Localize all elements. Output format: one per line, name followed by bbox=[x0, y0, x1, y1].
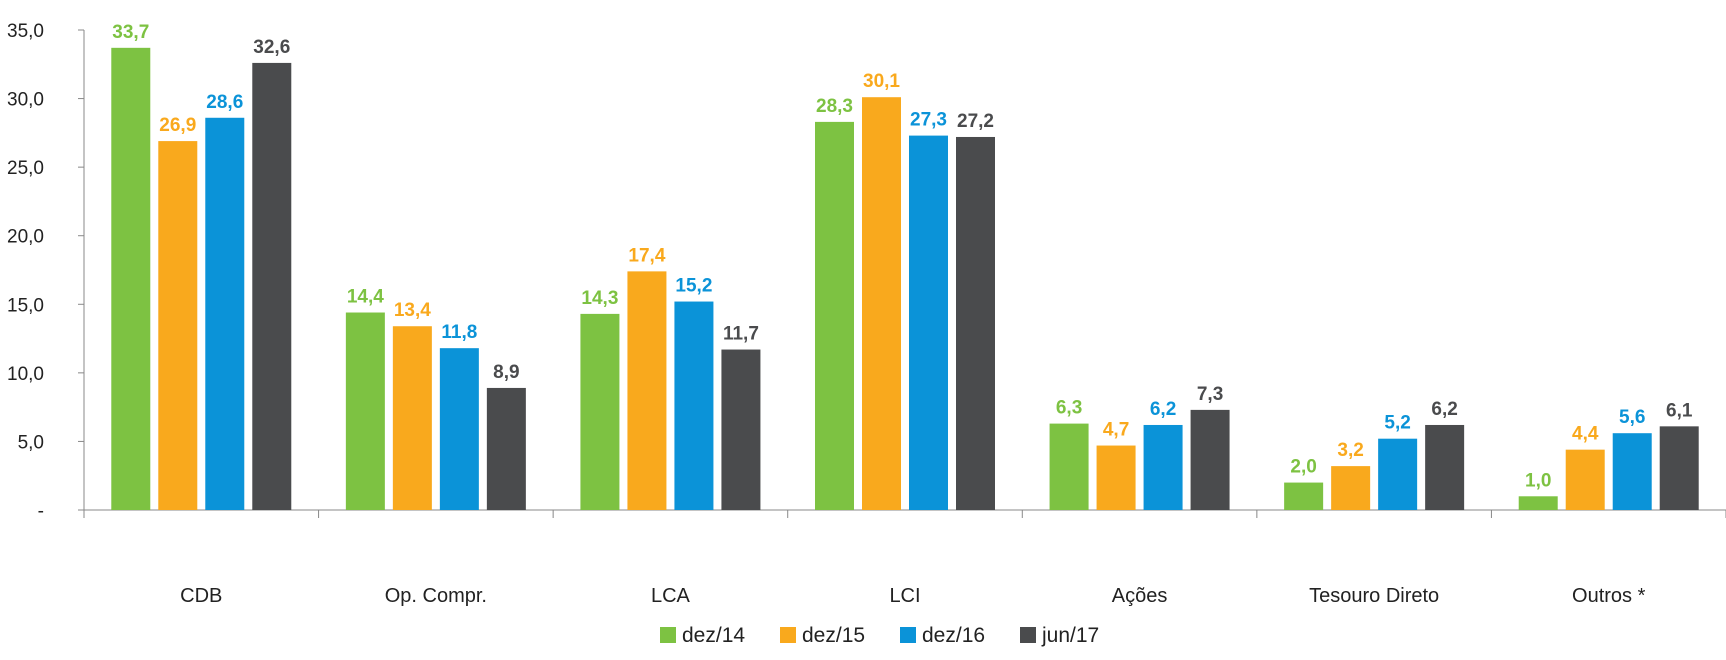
data-label: 28,6 bbox=[206, 92, 243, 113]
legend-item: jun/17 bbox=[1020, 624, 1099, 647]
y-tick-label: 15,0 bbox=[7, 295, 44, 316]
data-label: 30,1 bbox=[863, 71, 900, 92]
bar bbox=[1096, 445, 1136, 510]
bar bbox=[862, 97, 901, 510]
x-tick-label: LCA bbox=[651, 585, 691, 607]
data-label: 27,3 bbox=[910, 110, 947, 131]
data-label: 1,0 bbox=[1525, 470, 1551, 491]
bar bbox=[1331, 466, 1371, 510]
data-label: 27,2 bbox=[957, 111, 994, 132]
bar bbox=[674, 301, 714, 510]
legend-label: dez/16 bbox=[922, 624, 985, 647]
y-axis: - 5,0 10,0 15,0 20,0 25,0 30,0 35,0 bbox=[7, 21, 85, 522]
data-label: 5,6 bbox=[1619, 407, 1645, 428]
bar bbox=[345, 312, 385, 510]
x-tick-label: Outros * bbox=[1572, 585, 1646, 607]
bar bbox=[1659, 426, 1699, 510]
legend-label: dez/15 bbox=[802, 624, 865, 647]
bar bbox=[1190, 409, 1230, 510]
x-tick-label: Ações bbox=[1112, 585, 1168, 607]
y-tick-label: 20,0 bbox=[7, 227, 44, 248]
y-tick-label: 25,0 bbox=[7, 158, 44, 179]
x-tick-label: LCI bbox=[889, 585, 920, 607]
y-tick-label: 10,0 bbox=[7, 364, 44, 385]
bar bbox=[1049, 423, 1089, 510]
data-label: 4,7 bbox=[1103, 420, 1129, 441]
legend-item: dez/16 bbox=[900, 624, 985, 647]
bar bbox=[580, 313, 620, 510]
data-label: 6,2 bbox=[1431, 399, 1457, 420]
data-label: 14,4 bbox=[347, 287, 384, 308]
bar bbox=[205, 117, 245, 511]
bar bbox=[1284, 482, 1324, 510]
bar bbox=[1565, 449, 1605, 510]
legend-item: dez/15 bbox=[780, 624, 865, 647]
data-label: 6,1 bbox=[1666, 400, 1693, 421]
x-tick-label: Op. Compr. bbox=[385, 585, 487, 607]
bar bbox=[158, 141, 198, 511]
data-label: 28,3 bbox=[816, 96, 853, 117]
bar bbox=[815, 121, 854, 510]
data-label: 32,6 bbox=[253, 37, 290, 58]
bars bbox=[111, 47, 1699, 511]
data-labels: 33,7 26,9 28,6 32,6 14,4 13,4 11,8 8,9 14,3 17,4 1… bbox=[112, 22, 1693, 491]
bar bbox=[439, 348, 479, 510]
data-label: 26,9 bbox=[159, 115, 196, 136]
data-label: 14,3 bbox=[581, 288, 618, 309]
legend-swatch bbox=[780, 627, 796, 643]
bar bbox=[956, 136, 995, 510]
bar bbox=[392, 326, 432, 510]
data-label: 11,8 bbox=[441, 322, 477, 343]
bar bbox=[1425, 424, 1465, 510]
legend-swatch bbox=[660, 627, 676, 643]
bar bbox=[1518, 496, 1558, 510]
data-label: 3,2 bbox=[1337, 440, 1363, 461]
y-tick-label: - bbox=[38, 501, 44, 522]
data-label: 11,7 bbox=[723, 324, 759, 345]
bar bbox=[627, 271, 667, 510]
legend-swatch bbox=[1020, 627, 1036, 643]
bar bbox=[1143, 424, 1183, 510]
bar bbox=[1612, 433, 1652, 510]
bar bbox=[252, 62, 292, 511]
data-label: 5,2 bbox=[1384, 413, 1410, 434]
data-label: 33,7 bbox=[112, 22, 149, 43]
data-label: 6,3 bbox=[1056, 398, 1082, 419]
data-label: 15,2 bbox=[675, 276, 712, 297]
bar bbox=[721, 349, 761, 510]
y-tick-label: 30,0 bbox=[7, 90, 44, 111]
legend: dez/14 dez/15 dez/16 jun/17 bbox=[660, 624, 1099, 647]
bar bbox=[111, 47, 151, 510]
bar bbox=[909, 135, 948, 510]
legend-label: jun/17 bbox=[1041, 624, 1099, 647]
x-tick-label: CDB bbox=[180, 585, 222, 607]
data-label: 8,9 bbox=[493, 362, 519, 383]
legend-item: dez/14 bbox=[660, 624, 745, 647]
bar bbox=[486, 387, 526, 510]
data-label: 4,4 bbox=[1572, 424, 1599, 445]
y-tick-label: 35,0 bbox=[7, 21, 44, 42]
y-tick-label: 5,0 bbox=[18, 432, 44, 453]
data-label: 7,3 bbox=[1197, 384, 1223, 405]
legend-label: dez/14 bbox=[682, 624, 745, 647]
data-label: 13,4 bbox=[394, 300, 431, 321]
data-label: 17,4 bbox=[628, 245, 665, 266]
data-label: 6,2 bbox=[1150, 399, 1176, 420]
x-tick-label: Tesouro Direto bbox=[1309, 585, 1439, 607]
x-axis: CDB Op. Compr. LCA LCI Ações Tesouro Direto Ou… bbox=[83, 509, 1726, 607]
data-label: 2,0 bbox=[1290, 457, 1316, 478]
bar bbox=[1378, 438, 1418, 510]
legend-swatch bbox=[900, 627, 916, 643]
